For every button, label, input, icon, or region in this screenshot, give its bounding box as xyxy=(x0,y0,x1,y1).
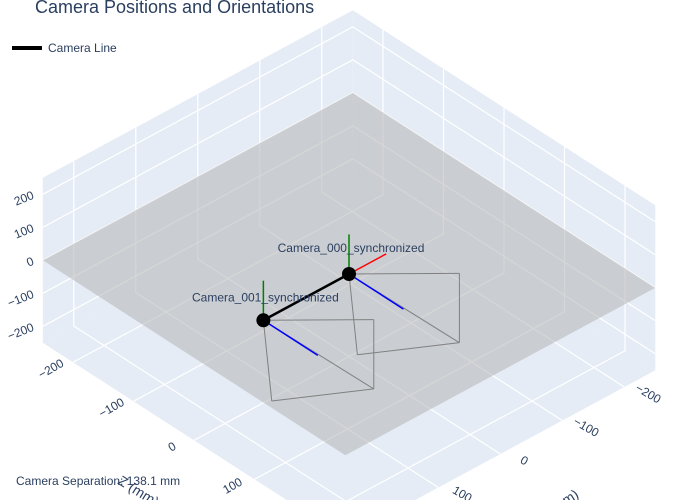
frustum-edge xyxy=(348,272,460,275)
legend-item-camera-line[interactable]: Camera Line xyxy=(12,41,117,55)
frustum-edge xyxy=(262,320,273,402)
tick-label: 200 xyxy=(12,188,36,209)
camera-axis-line xyxy=(348,273,404,310)
tick-label: 0 xyxy=(24,254,36,270)
grid-line-y xyxy=(42,26,656,223)
camera-label: Camera_001_synchronized xyxy=(192,290,339,304)
camera-line-series: Camera_000_synchronized Camera_001_synchr… xyxy=(192,241,425,328)
grid-line-x xyxy=(73,161,345,500)
tick-label: −100 xyxy=(571,414,602,440)
camera-marker xyxy=(256,313,271,328)
tick-label: 0 xyxy=(166,439,179,455)
camera-label: Camera_000_synchronized xyxy=(278,241,425,255)
tick-label: 100 xyxy=(220,475,245,497)
tick-label: −100 xyxy=(96,395,127,421)
axis-title: X (mm) xyxy=(534,486,581,500)
axis-title: Y (mm) xyxy=(0,249,3,297)
frustum-edge xyxy=(271,388,374,402)
grid-line-z xyxy=(347,185,626,500)
frustum-edge xyxy=(348,273,358,355)
tick-label: −200 xyxy=(36,356,67,382)
tick-label: −100 xyxy=(6,287,37,310)
tick-label: −200 xyxy=(6,320,37,343)
tick-label: 100 xyxy=(450,483,475,500)
chart-title: Camera Positions and Orientations xyxy=(35,0,315,17)
camera-marker xyxy=(342,267,356,281)
camera-axis-line xyxy=(348,253,387,275)
camera-axis-line xyxy=(262,319,319,356)
legend-swatch xyxy=(12,46,42,50)
tick-label: −200 xyxy=(633,381,664,407)
frustum-edge xyxy=(263,319,374,321)
tick-label: 100 xyxy=(12,221,36,242)
grid-line-y xyxy=(42,59,656,256)
tick-label: 0 xyxy=(518,453,531,469)
legend-label: Camera Line xyxy=(48,41,117,55)
frustum-edge xyxy=(357,342,460,356)
camera-line-path xyxy=(262,272,350,322)
camera-separation-annotation: Camera Separation: 138.1 mm xyxy=(16,474,181,488)
